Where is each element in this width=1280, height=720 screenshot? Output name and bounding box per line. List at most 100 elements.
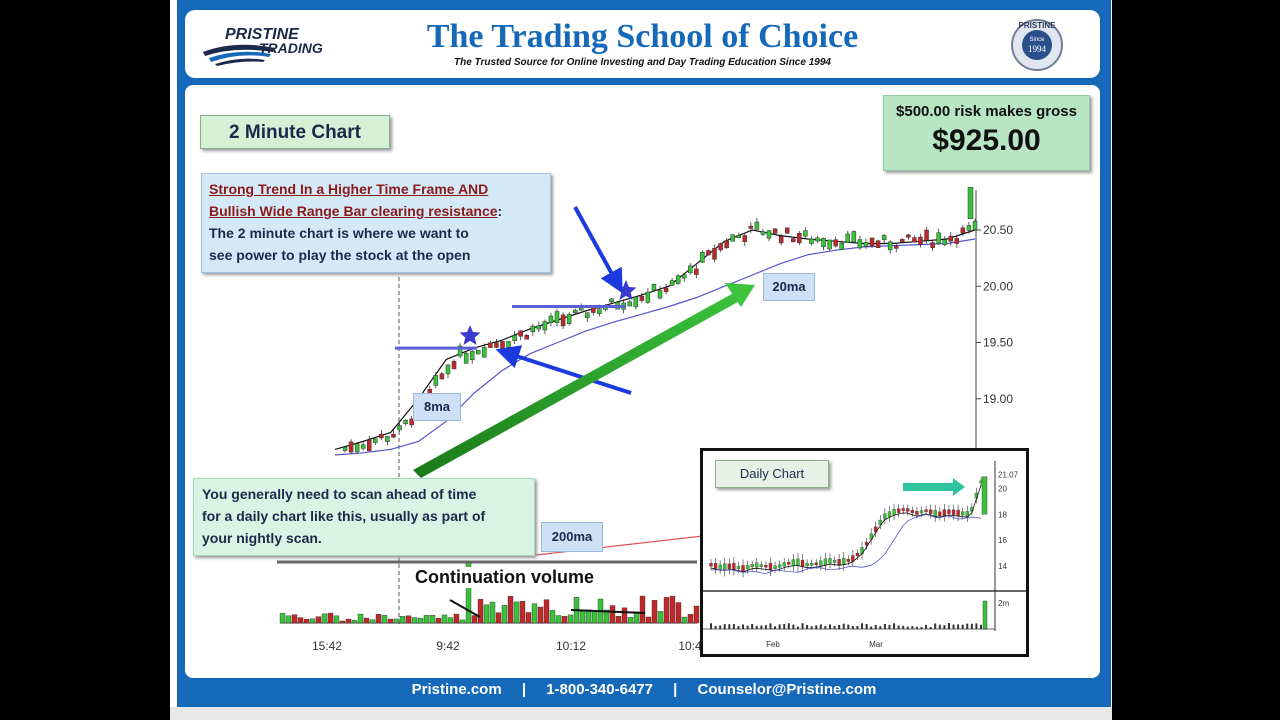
daily-volume-bar xyxy=(783,623,786,629)
risk-box: $500.00 risk makes gross $925.00 xyxy=(883,95,1090,171)
volume-bar xyxy=(285,615,292,624)
volume-bar xyxy=(543,599,550,624)
candle-body xyxy=(566,314,572,324)
candle-body xyxy=(887,241,893,251)
candle-body xyxy=(542,321,548,331)
candle-body xyxy=(366,439,372,452)
daily-volume-bar xyxy=(929,626,932,629)
daily-volume-bar xyxy=(815,625,818,629)
volume-bar xyxy=(579,611,586,624)
candle-body xyxy=(651,283,657,291)
daily-candle-body xyxy=(718,564,722,570)
daily-volume-bar xyxy=(723,624,726,629)
daily-volume-bar xyxy=(851,625,854,629)
candle-body xyxy=(663,287,669,292)
daily-volume-bar xyxy=(792,624,795,629)
daily-candle-body xyxy=(713,563,718,569)
candle-body xyxy=(930,242,935,248)
daily-candle-body xyxy=(855,552,860,557)
candle-body xyxy=(772,228,778,234)
daily-candle-body xyxy=(787,561,791,565)
volume-bar xyxy=(513,601,520,624)
volume-bar xyxy=(471,615,478,624)
daily-candle-body xyxy=(782,562,786,567)
candle-body xyxy=(675,275,681,284)
candle-body xyxy=(712,248,717,260)
daily-candle-body xyxy=(915,510,919,515)
candle-body xyxy=(948,235,954,242)
daily-volume-bar xyxy=(810,626,813,629)
candle-body xyxy=(724,240,729,249)
daily-volume-bar xyxy=(856,626,859,629)
candle-body xyxy=(536,325,542,330)
volume-bar xyxy=(525,612,532,624)
note1-line1: Strong Trend In a Higher Time Frame AND xyxy=(209,181,489,197)
volume-bar xyxy=(477,598,484,624)
daily-volume-bar xyxy=(943,625,946,629)
volume-bar xyxy=(315,616,322,624)
candle-body xyxy=(385,436,390,442)
candle-body xyxy=(354,443,360,453)
daily-candle-body xyxy=(938,511,942,517)
daily-chart-inset: 21.07 20 18 16 14 2m Feb Mar Daily Chart xyxy=(700,448,1029,657)
daily-volume-bar xyxy=(801,623,804,629)
star-icon xyxy=(459,325,481,345)
daily-candle-body xyxy=(828,558,832,564)
daily-candle-body xyxy=(901,508,905,511)
candle-body xyxy=(639,296,645,301)
footer-site-link[interactable]: Pristine.com xyxy=(411,681,502,698)
daily-volume-bar xyxy=(760,625,763,629)
volume-bar xyxy=(411,617,418,624)
volume-bar xyxy=(417,617,424,624)
candle-body xyxy=(894,245,899,249)
candle-body xyxy=(469,350,475,360)
candle-body xyxy=(863,242,869,247)
chart-label-box: 2 Minute Chart xyxy=(200,115,390,149)
daily-candle-body xyxy=(951,509,956,515)
daily-volume-bar xyxy=(728,624,731,629)
volume-bar xyxy=(423,615,430,624)
candle-body xyxy=(784,227,790,234)
candle-body xyxy=(748,225,754,229)
candle-body xyxy=(518,330,523,337)
candle-body xyxy=(815,237,820,242)
note1-line2: Bullish Wide Range Bar clearing resistan… xyxy=(209,203,498,219)
volume-bar xyxy=(609,605,616,624)
daily-candle-body xyxy=(878,519,882,525)
seal-year-text: 1994 xyxy=(1028,44,1046,54)
volume-bar xyxy=(591,610,598,624)
candle-body xyxy=(445,364,451,375)
footer-email-link[interactable]: Counselor@Pristine.com xyxy=(697,681,877,698)
daily-volume-bar xyxy=(947,623,950,629)
volume-bar xyxy=(453,613,460,624)
volume-bar xyxy=(693,605,700,624)
note-box-scan: You generally need to scan ahead of time… xyxy=(193,478,535,556)
candle-body xyxy=(730,234,735,242)
volume-bar xyxy=(621,607,628,624)
daily-candle-body xyxy=(832,560,837,563)
note2-line3: your nightly scan. xyxy=(202,530,322,546)
candle-body xyxy=(439,373,445,380)
daily-candle-body xyxy=(741,565,745,572)
volume-bar xyxy=(489,601,496,624)
daily-volume-bar xyxy=(751,624,754,629)
candle-body xyxy=(494,342,499,348)
candle-body xyxy=(881,235,887,241)
candle-body xyxy=(766,230,772,239)
daily-label-box: Daily Chart xyxy=(715,460,829,488)
footer-phone[interactable]: 1-800-340-6477 xyxy=(546,681,653,698)
candle-body xyxy=(512,335,517,341)
candle-body xyxy=(560,314,566,327)
candle-body xyxy=(718,243,723,251)
candle-body xyxy=(754,221,760,230)
candle-body xyxy=(845,233,851,243)
daily-volume-bar xyxy=(778,624,781,629)
candle-body xyxy=(409,418,414,426)
volume-bar xyxy=(381,615,388,624)
daily-candle-body xyxy=(750,564,754,567)
teal-arrow-icon xyxy=(903,478,965,496)
daily-candle-body xyxy=(924,509,928,512)
volume-bar xyxy=(639,595,646,624)
daily-volume-bar xyxy=(970,623,973,629)
daily-candle-body xyxy=(805,562,809,567)
